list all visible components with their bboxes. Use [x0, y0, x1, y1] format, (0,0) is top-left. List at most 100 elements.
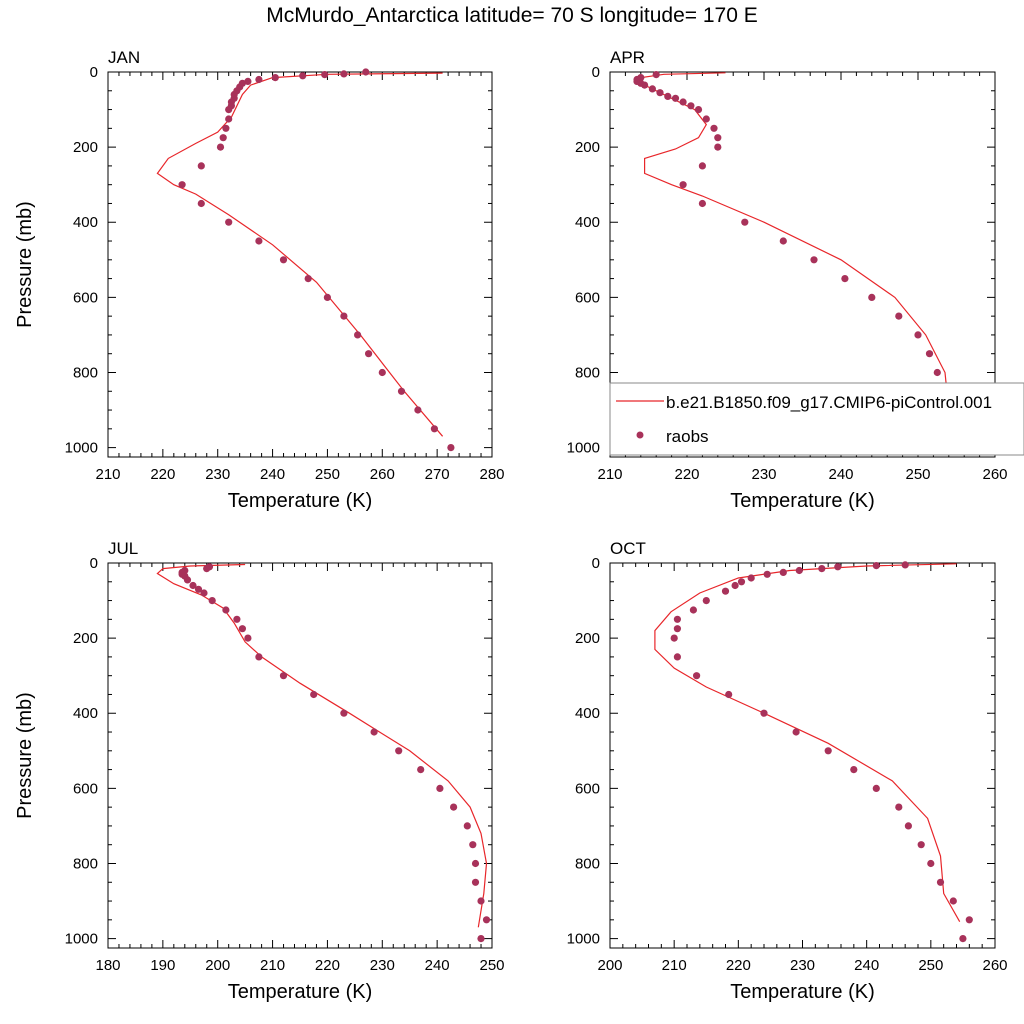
obs-point	[189, 581, 197, 590]
obs-point	[469, 841, 477, 849]
x-tick-label: 240	[425, 957, 450, 974]
obs-point	[436, 784, 444, 793]
obs-point	[710, 124, 718, 132]
obs-point	[255, 75, 263, 84]
panel-title: OCT	[610, 539, 646, 558]
obs-point	[463, 822, 471, 830]
obs-point	[279, 672, 288, 680]
obs-point	[927, 859, 935, 868]
panel-title: JUL	[108, 539, 138, 558]
obs-point	[197, 162, 205, 170]
y-tick-label: 0	[90, 64, 98, 81]
legend-obs-label: raobs	[666, 427, 709, 446]
y-tick-label: 800	[73, 364, 98, 381]
obs-point	[370, 728, 378, 736]
obs-point	[362, 68, 370, 76]
x-tick-label: 240	[828, 466, 853, 483]
obs-point	[447, 444, 455, 452]
obs-point	[670, 634, 678, 642]
obs-point	[747, 574, 755, 582]
obs-point	[795, 566, 803, 575]
x-tick-label: 250	[315, 466, 340, 483]
legend-obs-marker	[636, 431, 644, 439]
obs-point	[477, 935, 485, 943]
obs-point	[731, 581, 739, 590]
obs-point	[679, 181, 687, 189]
obs-point	[414, 406, 422, 414]
y-tick-label: 800	[575, 364, 600, 381]
y-axis-label: Pressure (mb)	[14, 201, 36, 328]
obs-point	[763, 570, 771, 578]
obs-point	[378, 368, 386, 377]
x-tick-label: 200	[597, 957, 622, 974]
obs-point	[671, 94, 680, 102]
y-tick-label: 400	[73, 705, 98, 722]
obs-point	[323, 293, 331, 301]
x-axis-label: Temperature (K)	[228, 490, 373, 512]
obs-point	[244, 634, 252, 642]
plot-frame	[609, 562, 996, 949]
y-tick-label: 200	[575, 139, 600, 156]
obs-point	[225, 115, 233, 123]
obs-point	[673, 653, 682, 661]
obs-point	[648, 85, 657, 93]
plot-frame	[609, 71, 996, 458]
obs-point	[197, 199, 205, 208]
x-tick-label: 190	[150, 957, 175, 974]
obs-point	[340, 709, 348, 717]
y-tick-label: 1000	[567, 440, 600, 457]
x-tick-label: 250	[918, 957, 943, 974]
obs-point	[340, 312, 348, 320]
obs-point	[417, 766, 425, 774]
obs-point	[818, 565, 826, 573]
y-tick-label: 800	[575, 855, 600, 872]
obs-point	[200, 589, 208, 597]
x-tick-label: 230	[790, 957, 815, 974]
y-tick-label: 400	[575, 705, 600, 722]
obs-point	[689, 606, 698, 614]
obs-point	[430, 425, 438, 433]
x-tick-label: 260	[982, 957, 1007, 974]
obs-point	[714, 134, 722, 142]
obs-point	[933, 368, 941, 377]
obs-point	[721, 587, 730, 595]
obs-point	[725, 690, 733, 699]
obs-point	[693, 672, 701, 680]
obs-point	[714, 143, 722, 151]
y-tick-label: 0	[90, 555, 98, 572]
obs-point	[279, 256, 288, 264]
x-tick-label: 210	[260, 957, 285, 974]
x-axis-label: Temperature (K)	[730, 981, 875, 1003]
y-tick-label: 0	[592, 555, 600, 572]
legend-model-label: b.e21.B1850.f09_g17.CMIP6-piControl.001	[666, 393, 992, 412]
obs-point	[895, 312, 903, 320]
x-axis-label: Temperature (K)	[228, 981, 373, 1003]
panel-oct: 200 210 220 230 240 250 260 0 200 400 600 800 1000 OC…	[567, 539, 1008, 1003]
obs-point	[702, 597, 710, 605]
obs-point	[936, 878, 945, 886]
obs-point	[656, 89, 664, 97]
obs-point	[664, 92, 672, 100]
obs-point	[208, 597, 216, 605]
x-tick-label: 250	[905, 466, 930, 483]
obs-point	[824, 747, 832, 755]
x-tick-label: 240	[260, 466, 285, 483]
obs-point	[365, 350, 373, 358]
y-tick-label: 1000	[567, 931, 600, 948]
x-tick-label: 210	[662, 957, 687, 974]
x-tick-label: 220	[674, 466, 699, 483]
obs-point	[868, 293, 876, 301]
plot-frame	[107, 71, 493, 458]
obs-point	[299, 72, 307, 80]
x-tick-label: 180	[95, 957, 120, 974]
obs-point	[872, 784, 880, 793]
x-tick-label: 210	[597, 466, 622, 483]
obs-point	[216, 143, 225, 151]
obs-point	[965, 916, 973, 924]
x-tick-label: 200	[205, 957, 230, 974]
x-tick-label: 250	[479, 957, 504, 974]
obs-point	[304, 275, 312, 283]
obs-point	[238, 625, 246, 633]
obs-point	[652, 71, 660, 79]
obs-point	[673, 615, 682, 623]
